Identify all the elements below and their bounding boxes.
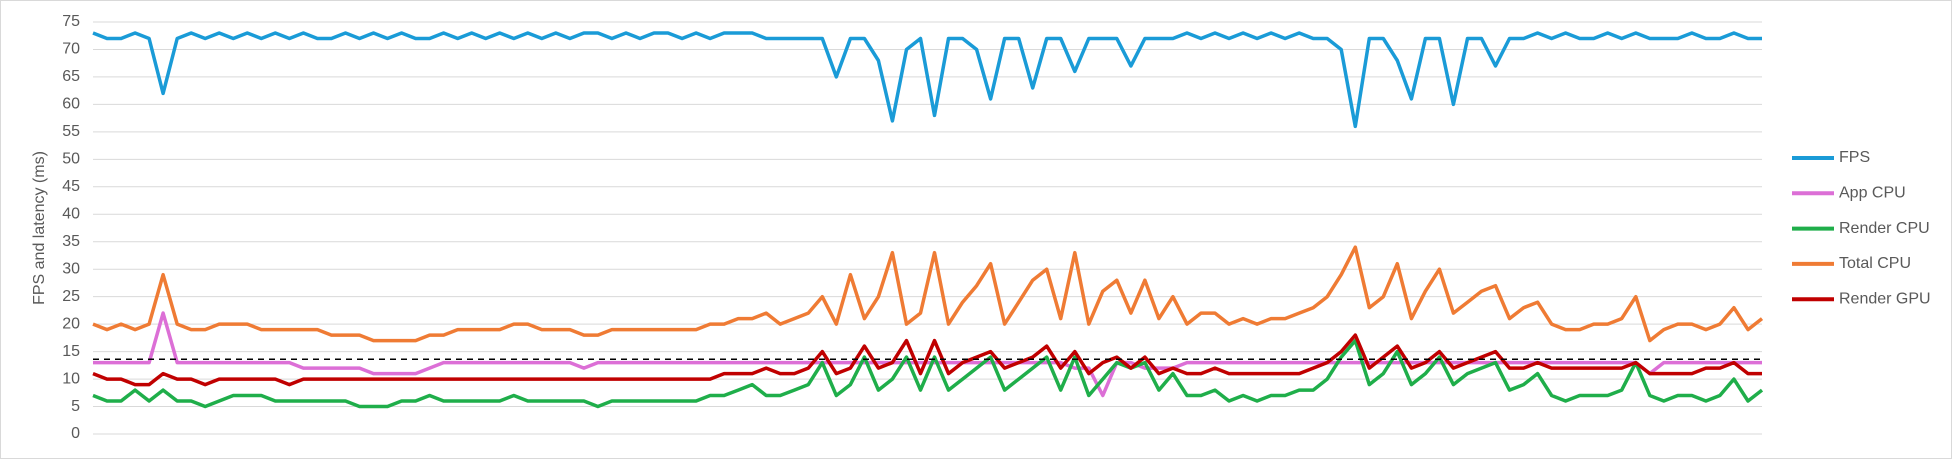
y-tick-label: 45 [62,178,80,195]
y-tick-label: 0 [71,425,80,442]
y-tick-label: 25 [62,288,80,305]
y-tick-label: 40 [62,205,80,222]
legend-label: Total CPU [1839,255,1911,272]
y-tick-label: 15 [62,343,80,360]
y-tick-label: 35 [62,233,80,250]
y-tick-label: 75 [62,13,80,30]
y-tick-label: 65 [62,68,80,85]
y-tick-label: 30 [62,260,80,277]
y-tick-label: 20 [62,315,80,332]
legend-label: Render GPU [1839,290,1931,307]
y-tick-label: 55 [62,123,80,140]
legend-label: Render CPU [1839,220,1930,237]
series-line [92,338,1764,409]
y-tick-label: 10 [62,370,80,387]
legend-label: FPS [1839,149,1870,166]
series-line [92,245,1764,343]
series-line [92,31,1762,129]
y-axis-label: FPS and latency (ms) [31,151,48,305]
y-tick-label: 60 [62,96,80,113]
legend-label: App CPU [1839,185,1906,202]
series-line [92,333,1762,387]
series-line [93,311,1762,398]
y-tick-label: 50 [62,151,80,168]
y-tick-label: 70 [62,41,80,58]
y-tick-label: 5 [71,398,80,415]
